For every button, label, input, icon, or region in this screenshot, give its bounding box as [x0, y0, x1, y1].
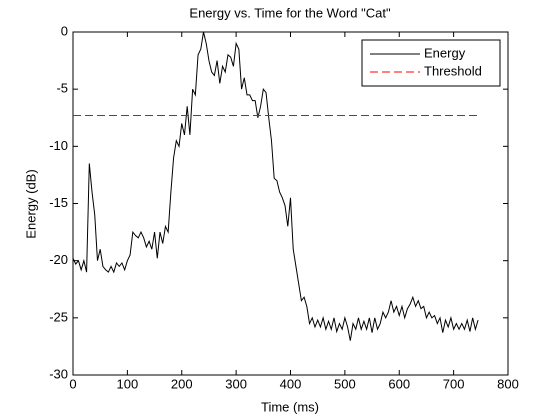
x-tick-label: 100 [117, 376, 139, 391]
legend-box [361, 39, 501, 87]
chart-title: Energy vs. Time for the Word "Cat" [189, 5, 391, 20]
y-tick-label: -5 [56, 81, 68, 96]
legend-label: Energy [424, 45, 466, 60]
y-tick-label: -30 [49, 366, 68, 381]
y-tick-label: -20 [49, 252, 68, 267]
y-axis-label: Energy (dB) [23, 169, 38, 238]
x-tick-label: 200 [171, 376, 193, 391]
x-tick-label: 800 [497, 376, 519, 391]
x-tick-label: 700 [443, 376, 465, 391]
x-tick-label: 400 [280, 376, 302, 391]
legend-label: Threshold [424, 63, 482, 78]
x-tick-label: 500 [334, 376, 356, 391]
y-tick-label: -25 [49, 309, 68, 324]
x-tick-label: 0 [69, 376, 76, 391]
y-tick-label: -10 [49, 138, 68, 153]
x-tick-label: 600 [388, 376, 410, 391]
x-axis-label: Time (ms) [261, 399, 319, 414]
y-tick-label: -15 [49, 195, 68, 210]
series-line [72, 31, 479, 341]
x-tick-label: 300 [225, 376, 247, 391]
y-tick-label: 0 [61, 23, 68, 38]
